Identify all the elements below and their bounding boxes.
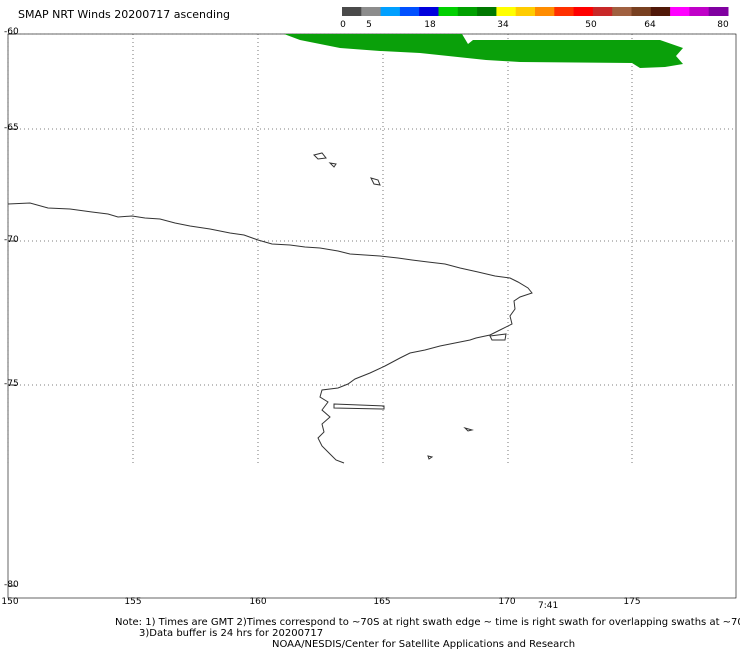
lat-label-65: -65 (4, 123, 19, 133)
graticule (7, 33, 736, 465)
colorbar-segment (457, 7, 478, 16)
antarctic-coastline (7, 152, 533, 464)
wind-speed-colorbar (342, 7, 729, 16)
colorbar-segment (554, 7, 575, 16)
colorbar-segment (670, 7, 690, 16)
colorbar-segment (535, 7, 555, 16)
colorbar-segment (689, 7, 710, 16)
note-line-2: 3)Data buffer is 24 hrs for 20200717 (139, 628, 324, 639)
colorbar-segment (342, 7, 362, 16)
colorbar-label-0: 0 (340, 20, 346, 30)
colorbar-label-5: 5 (366, 20, 372, 30)
colorbar-label-34: 34 (497, 20, 509, 30)
lat-ticks (8, 33, 16, 587)
colorbar-segment (419, 7, 439, 16)
lon-label-160: 160 (249, 597, 267, 607)
colorbar-segment (708, 7, 729, 16)
colorbar-segment (573, 7, 594, 16)
note-line-3: NOAA/NESDIS/Center for Satellite Applica… (272, 639, 576, 650)
lat-label-60: -60 (4, 27, 19, 37)
note-line-1: Note: 1) Times are GMT 2)Times correspon… (115, 617, 740, 628)
lat-label-70: -70 (4, 235, 19, 245)
colorbar-segment (631, 7, 652, 16)
colorbar-segment (438, 7, 459, 16)
map-title: SMAP NRT Winds 20200717 ascending (18, 8, 231, 21)
colorbar-segment (592, 7, 613, 16)
colorbar-label-64: 64 (644, 20, 656, 30)
lat-label-75: -75 (4, 379, 19, 389)
lon-label-175: 175 (623, 597, 641, 607)
colorbar-label-18: 18 (424, 20, 436, 30)
colorbar-segment (496, 7, 517, 16)
lon-label-165: 165 (373, 597, 391, 607)
lat-label-80: -80 (4, 580, 19, 590)
colorbar-segment (380, 7, 401, 16)
swath-time-label: 7:41 (538, 601, 559, 611)
lon-label-150: 150 (1, 597, 19, 607)
colorbar-segment (515, 7, 536, 16)
colorbar-segment (361, 7, 382, 16)
lon-label-155: 155 (124, 597, 142, 607)
wind-swath (284, 34, 683, 68)
colorbar-segment (477, 7, 497, 16)
map-frame (7, 33, 737, 599)
colorbar-segment (650, 7, 671, 16)
colorbar-label-80: 80 (717, 20, 729, 30)
colorbar-segment (612, 7, 632, 16)
colorbar-label-50: 50 (585, 20, 597, 30)
lon-label-170: 170 (498, 597, 516, 607)
colorbar-segment (399, 7, 420, 16)
